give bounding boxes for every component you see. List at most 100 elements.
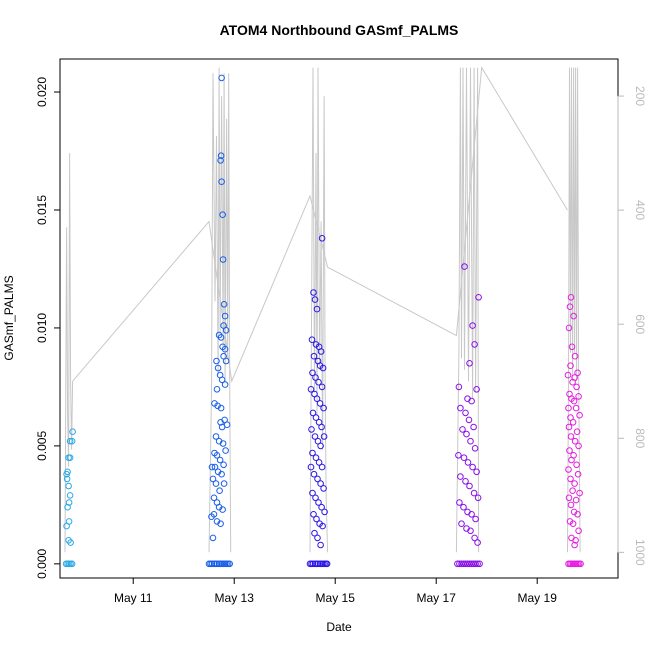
data-point [457,473,464,480]
data-point [471,341,478,348]
data-point [465,416,473,424]
data-point [69,428,76,436]
data-point [573,428,581,436]
data-point [317,480,324,487]
data-point [313,515,320,523]
data-point [468,511,475,518]
data-point [63,475,71,483]
data-point [315,459,323,466]
data-point [576,489,583,497]
data-point [65,518,73,525]
y2-axis: 200 400 600 800 1000 [617,86,647,566]
data-point [222,327,230,334]
data-point [566,303,574,311]
data-point [567,433,575,440]
data-point [455,383,463,391]
y2-tick-label: 400 [633,200,647,220]
x-tick-label: May 11 [114,591,153,605]
data-point [309,449,316,457]
data-point [222,447,229,454]
data-point [319,364,327,372]
data-point [214,364,222,372]
data-point [468,397,475,405]
y-tick-label: 0.005 [35,431,49,461]
data-point [312,494,319,502]
data-point [307,463,315,471]
data-point [569,487,576,495]
data-point [475,294,482,301]
data-point [471,534,478,542]
data-point [315,378,322,386]
data-point [218,178,225,185]
data-point [466,360,473,367]
data-point [311,529,318,537]
data-point [317,348,325,355]
data-point [461,263,468,270]
data-point [318,383,326,391]
data-point [310,289,317,296]
data-point [462,409,469,417]
data-point [567,475,574,483]
data-point [470,489,478,497]
x-tick-label: May 17 [417,591,457,605]
y-axis: 0.000 0.005 0.010 0.015 0.020 [35,77,61,579]
data-points [62,74,584,568]
pressure-trace-3 [309,67,329,553]
data-point [220,461,227,469]
data-point [321,508,328,516]
data-point [212,433,220,440]
data-point [64,503,71,511]
data-point [571,480,578,487]
data-point [219,506,226,513]
data-point [568,343,576,351]
data-point [221,345,229,353]
data-point [66,492,74,499]
data-point [64,468,71,476]
data-point [213,452,221,459]
data-point [318,463,326,471]
y2-tick-label: 200 [633,86,647,106]
data-point [308,336,316,344]
data-point [460,503,467,511]
data-point [569,378,576,386]
data-point [464,459,472,466]
data-point [210,511,218,518]
data-point [565,324,573,332]
data-point [66,437,74,445]
data-point [320,404,327,412]
data-point [318,503,325,511]
data-point [571,352,579,360]
data-point [576,411,583,419]
data-point [574,511,581,518]
data-point [314,534,321,542]
data-point [572,537,579,544]
data-point [567,294,575,301]
data-point [318,423,325,431]
pressure-traces [64,66,581,553]
data-point [574,369,581,377]
data-point [68,560,76,568]
data-point [476,560,483,568]
data-point [571,437,579,445]
data-point [323,560,331,568]
data-point [309,409,317,417]
pressure-trace-5 [567,67,581,553]
data-point [67,539,74,546]
data-point [568,456,575,464]
data-point [226,560,233,568]
data-point [473,386,480,393]
x-tick-label: May 19 [518,591,558,605]
data-point [209,534,217,542]
data-point [565,423,573,431]
data-point [221,312,229,320]
data-point [577,560,584,568]
data-point [315,499,322,506]
data-point [473,468,480,476]
data-point [572,496,580,504]
chart-title: ATOM4 Northbound GASmf_PALMS [220,22,459,38]
data-point [457,404,464,412]
data-point [458,520,465,528]
data-point [316,400,324,407]
data-point [220,480,228,487]
